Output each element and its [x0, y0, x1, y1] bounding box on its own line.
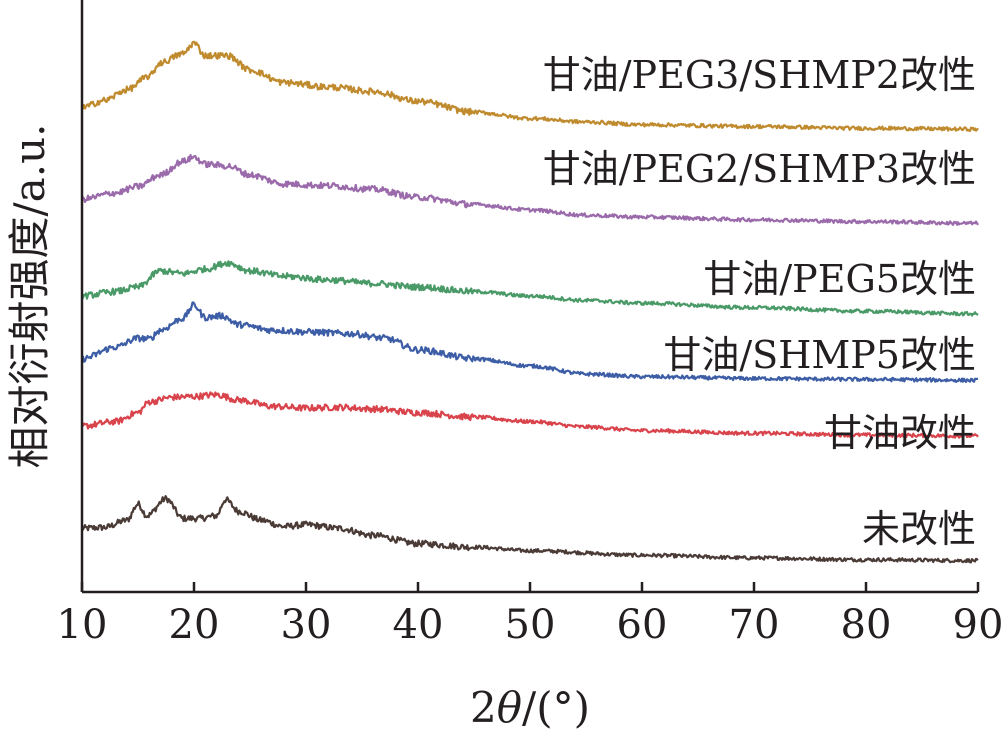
x-tick-label: 20 — [169, 602, 220, 648]
x-tick-label: 90 — [953, 602, 1004, 648]
x-tick-label: 10 — [57, 602, 108, 648]
series-label: 甘油/SHMP5改性 — [663, 333, 976, 377]
series-label: 未改性 — [862, 507, 976, 551]
series-label: 甘油改性 — [824, 411, 976, 455]
series-group — [80, 40, 979, 564]
x-tick-label: 30 — [281, 602, 332, 648]
x-tick-label: 40 — [393, 602, 444, 648]
series-line — [81, 40, 979, 133]
x-tick-label: 50 — [505, 602, 556, 648]
series-label: 甘油/PEG2/SHMP3改性 — [543, 147, 976, 191]
x-axis-label-suffix: /(°) — [522, 683, 590, 732]
series-label-group: 未改性 甘油改性 甘油/SHMP5改性 甘油/PEG5改性 甘油/PEG2/SHMP3改… — [543, 53, 976, 551]
x-axis-label: 2θ/(°) — [470, 683, 590, 732]
series-label: 甘油/PEG5改性 — [703, 257, 976, 301]
series-line — [81, 301, 979, 384]
y-axis-label: 相对衍射强度/a.u. — [5, 124, 54, 469]
x-tick-label: 60 — [617, 602, 668, 648]
x-axis-label-theta: θ — [497, 683, 522, 732]
x-tick-group: 10 20 30 40 50 60 70 80 90 — [57, 582, 1004, 648]
series-label: 甘油/PEG3/SHMP2改性 — [543, 53, 976, 97]
series-line — [81, 153, 979, 226]
x-tick-label: 70 — [729, 602, 780, 648]
x-tick-label: 80 — [841, 602, 892, 648]
x-axis-label-prefix: 2 — [470, 683, 497, 732]
series-line — [81, 260, 979, 317]
series-line — [80, 495, 979, 564]
series-line — [80, 391, 979, 439]
